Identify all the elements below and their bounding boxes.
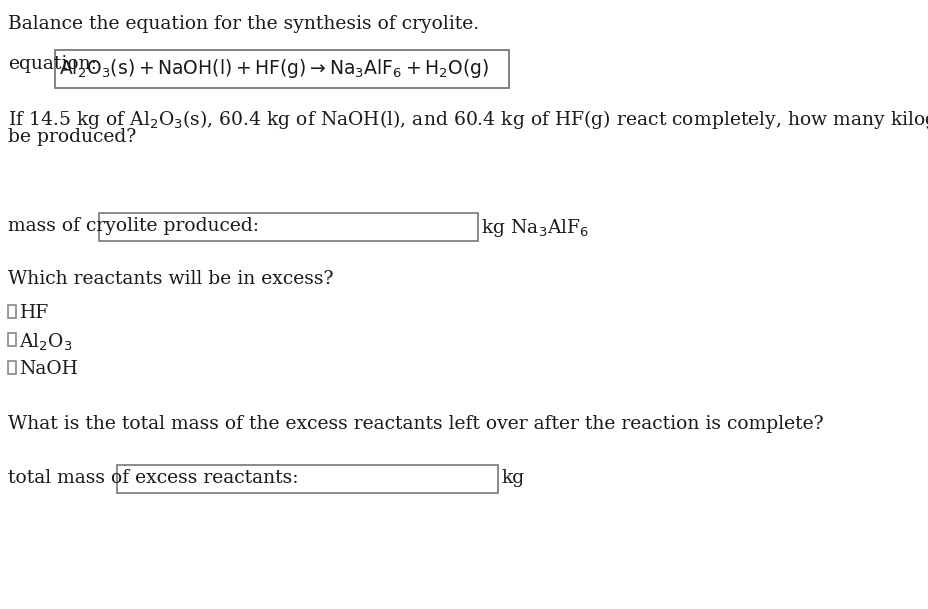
Text: kg: kg	[501, 469, 524, 487]
Text: HF: HF	[19, 304, 48, 322]
FancyBboxPatch shape	[99, 213, 477, 241]
Text: NaOH: NaOH	[19, 360, 78, 378]
Text: equation:: equation:	[8, 55, 97, 73]
Text: Al$_2$O$_3$: Al$_2$O$_3$	[19, 332, 73, 353]
Text: kg Na$_3$AlF$_6$: kg Na$_3$AlF$_6$	[481, 217, 589, 239]
Bar	[8, 305, 16, 318]
FancyBboxPatch shape	[117, 465, 498, 493]
Bar	[8, 333, 16, 346]
Text: $\mathrm{Al_2O_3(s) + NaOH(l) + HF(g) \rightarrow Na_3AlF_6 + H_2O(g)}$: $\mathrm{Al_2O_3(s) + NaOH(l) + HF(g) \r…	[59, 57, 489, 80]
Text: total mass of excess reactants:: total mass of excess reactants:	[8, 469, 299, 487]
Text: mass of cryolite produced:: mass of cryolite produced:	[8, 217, 259, 235]
FancyBboxPatch shape	[55, 50, 508, 88]
Text: Balance the equation for the synthesis of cryolite.: Balance the equation for the synthesis o…	[8, 15, 479, 33]
Text: What is the total mass of the excess reactants left over after the reaction is c: What is the total mass of the excess rea…	[8, 415, 823, 433]
Text: Which reactants will be in excess?: Which reactants will be in excess?	[8, 270, 333, 288]
Text: be produced?: be produced?	[8, 128, 136, 146]
Bar	[8, 361, 16, 374]
Text: If 14.5 kg of Al$_2$O$_3$(s), 60.4 kg of NaOH(l), and 60.4 kg of HF(g) react com: If 14.5 kg of Al$_2$O$_3$(s), 60.4 kg of…	[8, 108, 928, 131]
